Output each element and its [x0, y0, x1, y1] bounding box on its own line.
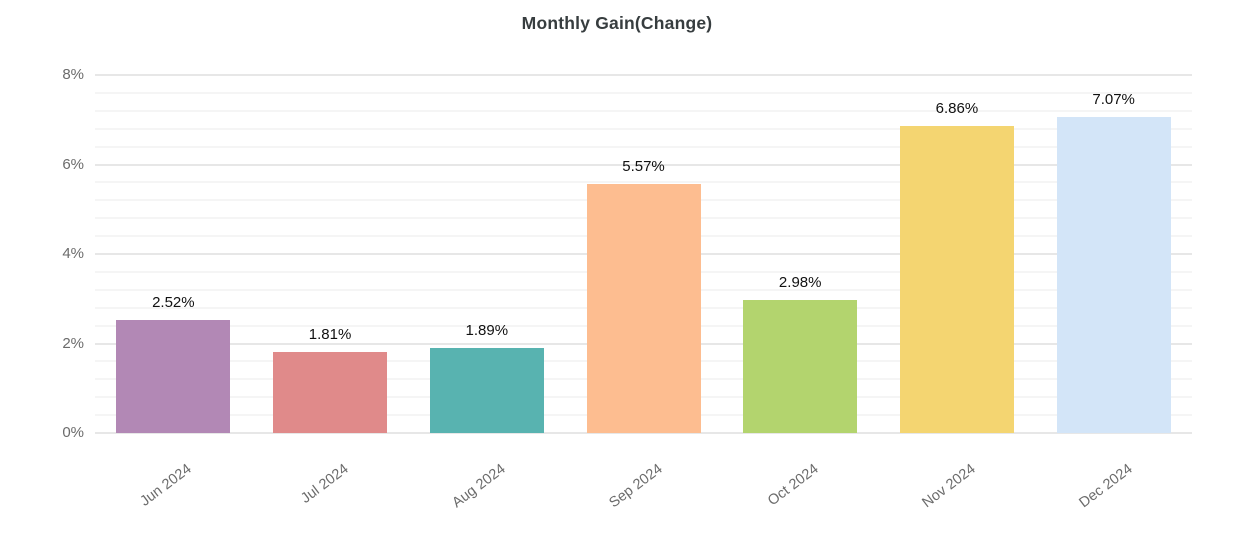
- gridline-minor: [95, 145, 1192, 148]
- bar-value-label: 2.52%: [152, 294, 195, 312]
- gridline-minor: [95, 127, 1192, 130]
- x-axis-label: Dec 2024: [1076, 461, 1136, 512]
- bar-oct-2024[interactable]: [743, 299, 858, 433]
- y-axis-tick-label: 6%: [62, 155, 84, 173]
- x-axis-label: Jun 2024: [137, 461, 195, 510]
- bar-value-label: 1.81%: [308, 326, 352, 343]
- bar-value-label: 6.86%: [935, 100, 979, 117]
- y-axis-tick-label: 4%: [62, 245, 84, 262]
- x-axis-label: Oct 2024: [765, 461, 822, 510]
- x-axis-label: Jul 2024: [298, 461, 352, 507]
- x-axis-label: Aug 2024: [449, 461, 509, 512]
- chart-title: Monthly Gain(Change): [521, 13, 713, 33]
- bar-sep-2024[interactable]: [586, 183, 701, 433]
- gridline-minor: [95, 109, 1192, 112]
- bar-value-label: 1.89%: [465, 322, 509, 340]
- bar-value-label: 5.57%: [622, 157, 665, 175]
- bar-value-label: 7.07%: [1092, 90, 1135, 108]
- bar-value-label: 2.98%: [778, 273, 822, 291]
- gridline-major: [95, 163, 1192, 166]
- plot-area: [95, 74, 1192, 434]
- x-axis-label: Sep 2024: [605, 461, 666, 512]
- gridline-minor: [95, 91, 1192, 94]
- y-axis-tick-label: 8%: [62, 66, 84, 83]
- bar-jul-2024[interactable]: [273, 352, 388, 433]
- bar-nov-2024[interactable]: [899, 126, 1014, 433]
- bar-aug-2024[interactable]: [429, 348, 544, 433]
- y-axis-tick-label: 0%: [62, 424, 84, 441]
- y-axis-tick-label: 2%: [62, 334, 84, 352]
- bar-jun-2024[interactable]: [116, 320, 231, 433]
- x-axis-label: Nov 2024: [919, 461, 979, 512]
- gridline-major: [95, 74, 1192, 76]
- gridline-major: [95, 432, 1192, 434]
- bar-dec-2024[interactable]: [1056, 116, 1171, 433]
- gridline-minor: [95, 181, 1192, 184]
